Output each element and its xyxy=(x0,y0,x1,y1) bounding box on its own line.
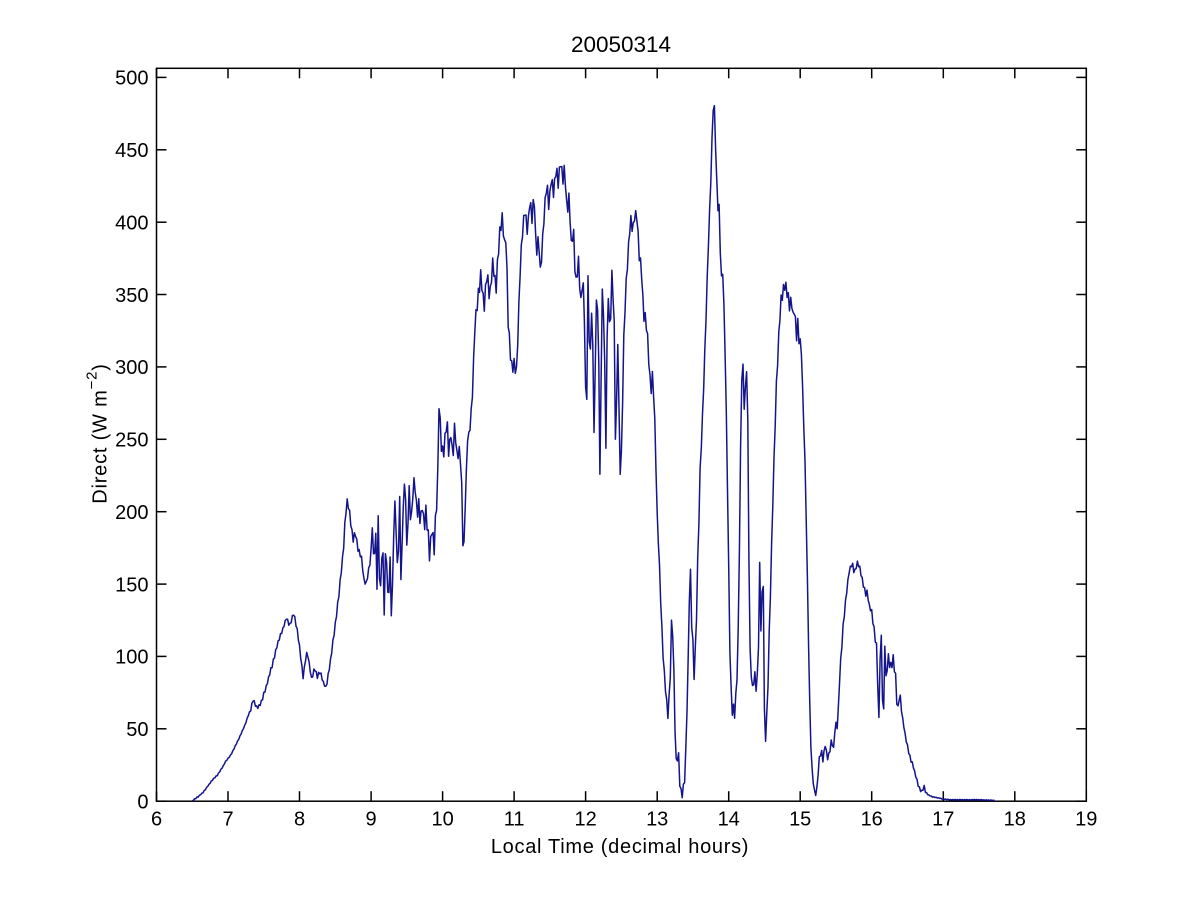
svg-text:15: 15 xyxy=(789,809,811,831)
svg-text:0: 0 xyxy=(137,792,148,814)
svg-text:200: 200 xyxy=(115,502,148,524)
svg-text:20050314: 20050314 xyxy=(571,32,671,57)
svg-text:6: 6 xyxy=(151,809,162,831)
svg-text:400: 400 xyxy=(115,213,148,235)
svg-text:17: 17 xyxy=(932,809,954,831)
svg-text:16: 16 xyxy=(861,809,883,831)
svg-text:450: 450 xyxy=(115,140,148,162)
svg-text:300: 300 xyxy=(115,357,148,379)
svg-text:14: 14 xyxy=(718,809,740,831)
svg-text:50: 50 xyxy=(126,719,148,741)
svg-text:8: 8 xyxy=(294,809,305,831)
svg-text:9: 9 xyxy=(366,809,377,831)
svg-text:11: 11 xyxy=(504,809,525,831)
svg-text:7: 7 xyxy=(222,809,233,831)
svg-text:19: 19 xyxy=(1075,809,1097,831)
svg-text:13: 13 xyxy=(646,809,668,831)
svg-text:Local Time (decimal hours): Local Time (decimal hours) xyxy=(491,836,749,858)
svg-text:500: 500 xyxy=(115,68,148,90)
svg-text:10: 10 xyxy=(431,809,453,831)
svg-text:350: 350 xyxy=(115,285,148,307)
svg-text:250: 250 xyxy=(115,430,148,452)
svg-text:150: 150 xyxy=(115,574,148,596)
svg-text:18: 18 xyxy=(1004,809,1026,831)
svg-text:12: 12 xyxy=(574,809,596,831)
svg-text:100: 100 xyxy=(115,647,148,669)
